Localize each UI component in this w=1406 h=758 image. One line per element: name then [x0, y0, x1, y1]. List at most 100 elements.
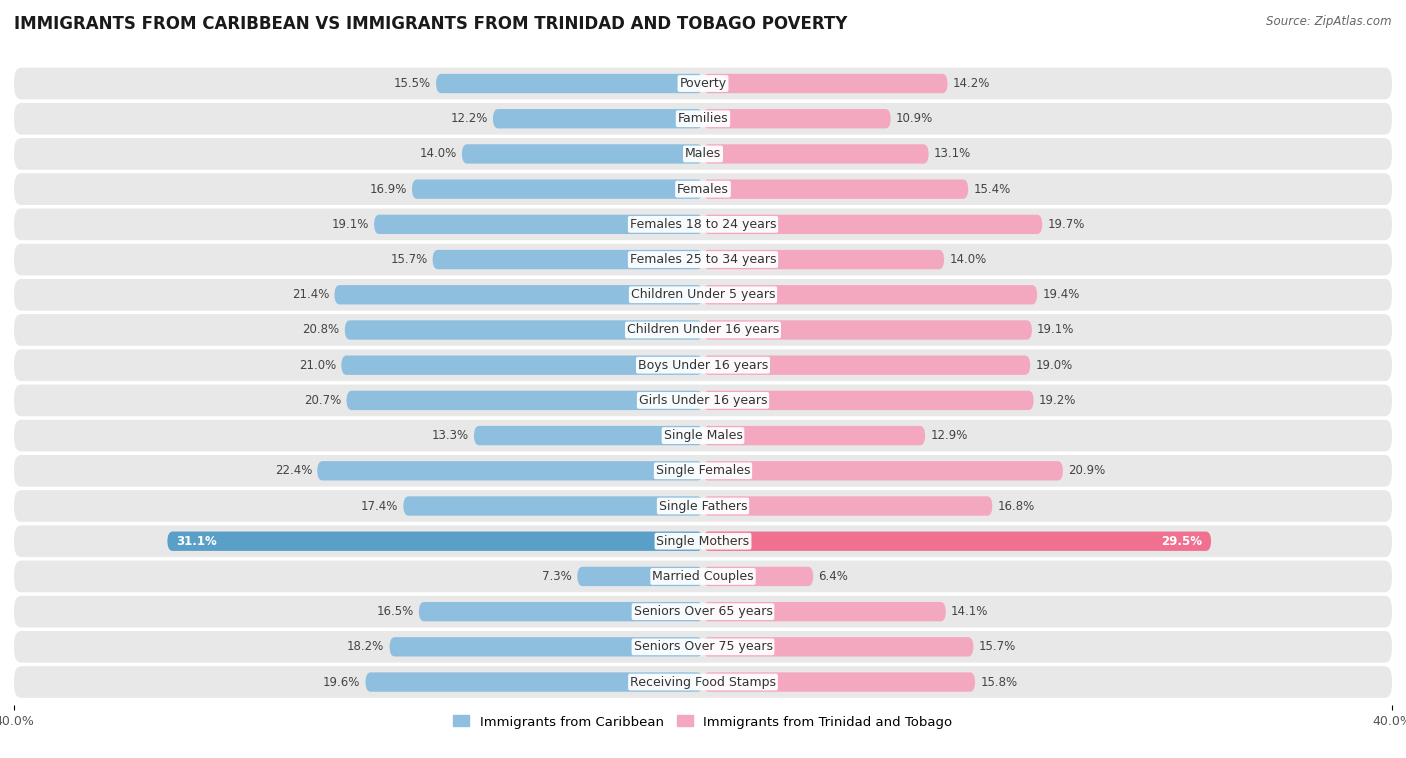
- Text: Poverty: Poverty: [679, 77, 727, 90]
- Text: 22.4%: 22.4%: [274, 465, 312, 478]
- Text: 19.4%: 19.4%: [1042, 288, 1080, 301]
- FancyBboxPatch shape: [14, 208, 1392, 240]
- FancyBboxPatch shape: [494, 109, 703, 128]
- FancyBboxPatch shape: [346, 390, 703, 410]
- FancyBboxPatch shape: [14, 490, 1392, 522]
- Text: 14.0%: 14.0%: [949, 253, 987, 266]
- FancyBboxPatch shape: [167, 531, 703, 551]
- Text: 16.9%: 16.9%: [370, 183, 406, 196]
- Legend: Immigrants from Caribbean, Immigrants from Trinidad and Tobago: Immigrants from Caribbean, Immigrants fr…: [449, 710, 957, 734]
- Text: 31.1%: 31.1%: [176, 534, 217, 548]
- Text: Females 18 to 24 years: Females 18 to 24 years: [630, 218, 776, 231]
- FancyBboxPatch shape: [14, 561, 1392, 592]
- Text: 15.7%: 15.7%: [391, 253, 427, 266]
- Text: Married Couples: Married Couples: [652, 570, 754, 583]
- Text: Girls Under 16 years: Girls Under 16 years: [638, 394, 768, 407]
- FancyBboxPatch shape: [433, 250, 703, 269]
- Text: Males: Males: [685, 148, 721, 161]
- FancyBboxPatch shape: [419, 602, 703, 622]
- Text: 19.1%: 19.1%: [1038, 324, 1074, 337]
- FancyBboxPatch shape: [14, 174, 1392, 205]
- FancyBboxPatch shape: [703, 144, 928, 164]
- FancyBboxPatch shape: [703, 531, 1211, 551]
- FancyBboxPatch shape: [374, 215, 703, 234]
- FancyBboxPatch shape: [335, 285, 703, 305]
- Text: Single Females: Single Females: [655, 465, 751, 478]
- FancyBboxPatch shape: [703, 356, 1031, 375]
- FancyBboxPatch shape: [703, 672, 976, 692]
- Text: 21.0%: 21.0%: [299, 359, 336, 371]
- Text: 20.8%: 20.8%: [302, 324, 340, 337]
- FancyBboxPatch shape: [703, 180, 969, 199]
- FancyBboxPatch shape: [14, 525, 1392, 557]
- FancyBboxPatch shape: [703, 285, 1038, 305]
- FancyBboxPatch shape: [14, 349, 1392, 381]
- FancyBboxPatch shape: [14, 67, 1392, 99]
- Text: Children Under 16 years: Children Under 16 years: [627, 324, 779, 337]
- Text: IMMIGRANTS FROM CARIBBEAN VS IMMIGRANTS FROM TRINIDAD AND TOBAGO POVERTY: IMMIGRANTS FROM CARIBBEAN VS IMMIGRANTS …: [14, 15, 848, 33]
- FancyBboxPatch shape: [578, 567, 703, 586]
- Text: 19.7%: 19.7%: [1047, 218, 1085, 231]
- Text: 19.0%: 19.0%: [1035, 359, 1073, 371]
- Text: Receiving Food Stamps: Receiving Food Stamps: [630, 675, 776, 688]
- FancyBboxPatch shape: [14, 314, 1392, 346]
- Text: 14.1%: 14.1%: [950, 605, 988, 618]
- Text: 19.1%: 19.1%: [332, 218, 368, 231]
- Text: 20.7%: 20.7%: [304, 394, 342, 407]
- Text: 19.2%: 19.2%: [1039, 394, 1076, 407]
- FancyBboxPatch shape: [703, 390, 1033, 410]
- FancyBboxPatch shape: [344, 321, 703, 340]
- Text: Boys Under 16 years: Boys Under 16 years: [638, 359, 768, 371]
- Text: 6.4%: 6.4%: [818, 570, 848, 583]
- Text: 15.4%: 15.4%: [973, 183, 1011, 196]
- FancyBboxPatch shape: [703, 461, 1063, 481]
- Text: 7.3%: 7.3%: [543, 570, 572, 583]
- FancyBboxPatch shape: [14, 631, 1392, 662]
- Text: 10.9%: 10.9%: [896, 112, 934, 125]
- Text: Single Males: Single Males: [664, 429, 742, 442]
- Text: Single Mothers: Single Mothers: [657, 534, 749, 548]
- FancyBboxPatch shape: [14, 279, 1392, 311]
- FancyBboxPatch shape: [366, 672, 703, 692]
- Text: 17.4%: 17.4%: [361, 500, 398, 512]
- Text: 14.0%: 14.0%: [419, 148, 457, 161]
- FancyBboxPatch shape: [703, 496, 993, 515]
- FancyBboxPatch shape: [318, 461, 703, 481]
- FancyBboxPatch shape: [404, 496, 703, 515]
- FancyBboxPatch shape: [342, 356, 703, 375]
- FancyBboxPatch shape: [703, 109, 891, 128]
- FancyBboxPatch shape: [703, 74, 948, 93]
- Text: 13.1%: 13.1%: [934, 148, 972, 161]
- Text: 12.9%: 12.9%: [931, 429, 967, 442]
- Text: Females: Females: [678, 183, 728, 196]
- FancyBboxPatch shape: [703, 567, 813, 586]
- FancyBboxPatch shape: [389, 637, 703, 656]
- FancyBboxPatch shape: [14, 384, 1392, 416]
- Text: Seniors Over 65 years: Seniors Over 65 years: [634, 605, 772, 618]
- Text: Females 25 to 34 years: Females 25 to 34 years: [630, 253, 776, 266]
- Text: 29.5%: 29.5%: [1161, 534, 1202, 548]
- Text: 16.5%: 16.5%: [377, 605, 413, 618]
- Text: 15.5%: 15.5%: [394, 77, 430, 90]
- FancyBboxPatch shape: [14, 103, 1392, 135]
- FancyBboxPatch shape: [703, 426, 925, 445]
- Text: 15.8%: 15.8%: [980, 675, 1018, 688]
- Text: 18.2%: 18.2%: [347, 641, 384, 653]
- Text: 14.2%: 14.2%: [953, 77, 990, 90]
- Text: Children Under 5 years: Children Under 5 years: [631, 288, 775, 301]
- FancyBboxPatch shape: [703, 637, 973, 656]
- FancyBboxPatch shape: [412, 180, 703, 199]
- Text: 15.7%: 15.7%: [979, 641, 1015, 653]
- FancyBboxPatch shape: [703, 602, 946, 622]
- FancyBboxPatch shape: [703, 321, 1032, 340]
- FancyBboxPatch shape: [14, 666, 1392, 698]
- Text: 19.6%: 19.6%: [323, 675, 360, 688]
- FancyBboxPatch shape: [14, 420, 1392, 452]
- Text: Single Fathers: Single Fathers: [659, 500, 747, 512]
- FancyBboxPatch shape: [474, 426, 703, 445]
- Text: Source: ZipAtlas.com: Source: ZipAtlas.com: [1267, 15, 1392, 28]
- FancyBboxPatch shape: [14, 138, 1392, 170]
- Text: 21.4%: 21.4%: [292, 288, 329, 301]
- FancyBboxPatch shape: [14, 596, 1392, 628]
- FancyBboxPatch shape: [703, 250, 945, 269]
